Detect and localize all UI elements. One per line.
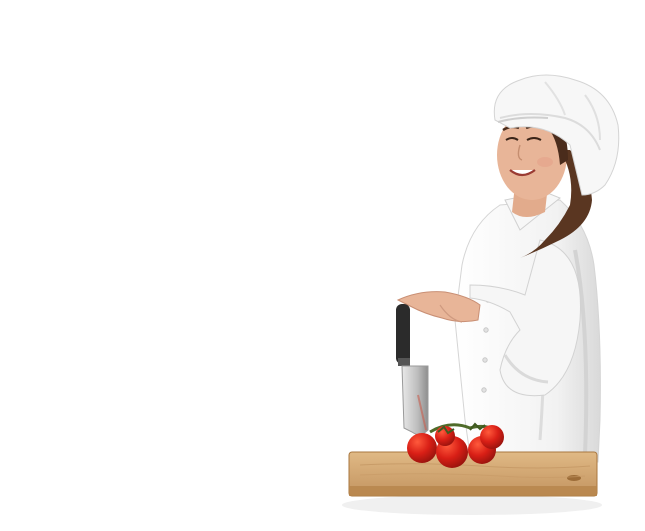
chef-arm: [469, 239, 581, 397]
kitchen-knife: [396, 304, 429, 436]
board-handle-hole: [567, 475, 581, 481]
chef-hat: [493, 74, 620, 196]
chef-hand: [396, 291, 481, 323]
chef-face: [497, 110, 567, 217]
cutting-board: [348, 451, 598, 497]
tomato: [480, 425, 504, 449]
table-reflection: [342, 495, 602, 515]
tomato: [407, 433, 437, 463]
tomato-vine: [407, 422, 504, 468]
